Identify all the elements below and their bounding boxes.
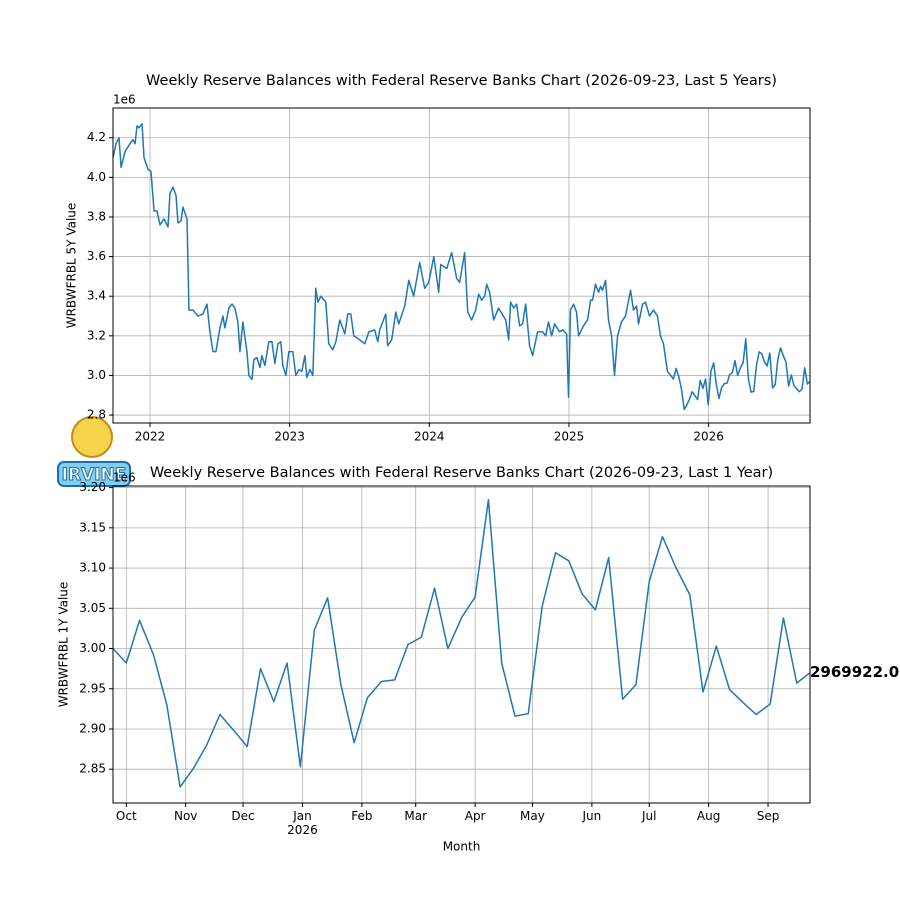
x-tick-label: 2025: [554, 430, 585, 444]
y-tick-label: 3.15: [79, 520, 106, 534]
y-tick-label: 3.05: [79, 601, 106, 615]
x-tick-label: 2024: [414, 430, 445, 444]
y-axis-label: WRBWFRBL 5Y Value: [65, 203, 79, 329]
y-tick-label: 2.90: [79, 721, 106, 735]
y-tick-label: 2.8: [87, 408, 106, 422]
plot-frame: [112, 485, 811, 804]
y-tick-label: 4.0: [87, 170, 106, 184]
y-axis-label: WRBWFRBL 1Y Value: [57, 582, 71, 708]
logo-text: IRVINE: [62, 465, 127, 485]
y-tick-label: 3.6: [87, 249, 106, 263]
chart-title: Weekly Reserve Balances with Federal Res…: [150, 465, 773, 481]
x-tick-label: Mar: [404, 809, 428, 823]
y-tick-label: 3.2: [87, 328, 106, 342]
y-tick-label: 3.10: [79, 561, 106, 575]
x-tick-label: Aug: [696, 809, 721, 823]
x-tick-label: Feb: [351, 809, 373, 823]
x-tick-label: Sep: [756, 809, 780, 823]
y-tick-label: 3.20: [79, 480, 106, 494]
value-annotation: 2969922.00: [810, 663, 900, 681]
x-tick-label: Dec: [231, 809, 255, 823]
chart-title: Weekly Reserve Balances with Federal Res…: [146, 73, 777, 89]
y-tick-label: 3.4: [87, 289, 106, 303]
y-tick-label: 4.2: [87, 130, 106, 144]
y-tick-label: 3.0: [87, 368, 106, 382]
x-tick-label: Jan 2026: [287, 809, 318, 837]
x-tick-label: Nov: [173, 809, 198, 823]
data-line: [112, 498, 811, 788]
y-tick-label: 2.95: [79, 681, 106, 695]
y-tick-label: 3.00: [79, 641, 106, 655]
data-line: [112, 123, 811, 411]
x-tick-label: May: [520, 809, 545, 823]
x-tick-label: 2022: [135, 430, 166, 444]
y-tick-label: 2.85: [79, 762, 106, 776]
axis-offset: 1e6: [113, 471, 136, 485]
logo-face: [71, 416, 113, 458]
plot-frame: [112, 107, 811, 424]
axis-offset: 1e6: [113, 93, 136, 107]
x-tick-label: Jul: [641, 809, 657, 823]
x-tick-label: 2026: [693, 430, 724, 444]
x-tick-label: Apr: [464, 809, 486, 823]
logo: IRVINE: [57, 416, 131, 487]
x-tick-label: Oct: [115, 809, 137, 823]
x-axis-label: Month: [443, 840, 481, 854]
y-tick-label: 3.8: [87, 209, 106, 223]
x-tick-label: 2023: [274, 430, 305, 444]
logo-banner: [57, 461, 131, 487]
x-tick-label: Jun: [582, 809, 602, 823]
